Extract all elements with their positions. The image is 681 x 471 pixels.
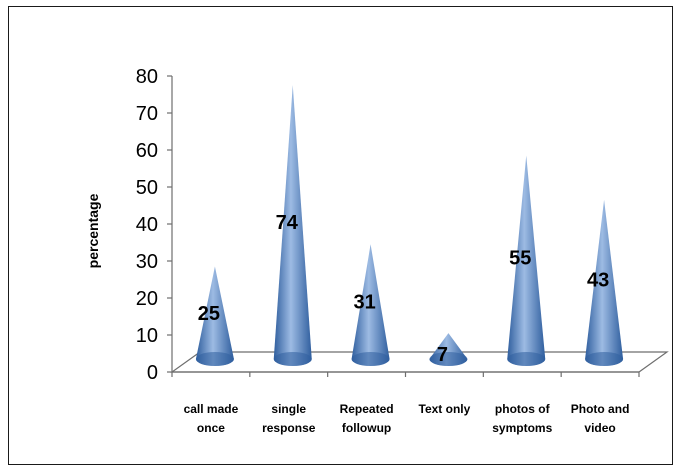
category-label: photos of symptoms (492, 402, 552, 435)
cone-base (351, 352, 390, 366)
y-tick-label: 0 (147, 362, 158, 384)
cone-base (195, 352, 234, 366)
data-label: 7 (437, 344, 448, 366)
data-label: 25 (198, 303, 220, 325)
cone-bar (351, 244, 390, 367)
data-label: 31 (353, 292, 375, 314)
chart-frame: 0 10 20 30 40 50 60 70 80 25 call made once 74 singl… (8, 6, 673, 465)
cone-body (585, 199, 624, 367)
category-label: Text only (419, 402, 471, 416)
cone-base (273, 352, 312, 366)
data-label: 74 (276, 212, 299, 234)
y-tick-label: 40 (136, 214, 158, 236)
category-label-line: Photo and (571, 402, 630, 416)
y-tick-label: 30 (136, 251, 158, 273)
category-label-line: Text only (419, 402, 471, 416)
cone-chart: 0 10 20 30 40 50 60 70 80 25 call made once 74 singl… (85, 66, 669, 435)
category-label: Repeated followup (340, 402, 394, 435)
category-label-line: symptoms (492, 421, 552, 435)
category-label-line: followup (342, 421, 391, 435)
category-label-line: response (262, 421, 316, 435)
cone-bar (585, 199, 624, 367)
cone-base (507, 352, 546, 366)
y-tick-label: 10 (136, 325, 158, 347)
y-tick-label: 80 (136, 66, 158, 88)
category-label: Photo and video (571, 402, 630, 435)
cone-bar (195, 266, 234, 367)
cone-bar (429, 333, 468, 367)
data-label: 43 (587, 269, 609, 291)
category-label: call made once (184, 402, 239, 435)
category-label-line: photos of (495, 402, 551, 416)
data-label: 55 (509, 247, 531, 269)
category-label-line: call made (184, 402, 239, 416)
cone-body (195, 266, 234, 367)
category-label: single response (262, 402, 316, 435)
category-label-line: once (197, 421, 225, 435)
cone-base (429, 352, 468, 366)
category-label-line: video (584, 421, 615, 435)
category-label-line: single (271, 402, 306, 416)
y-tick-label: 70 (136, 103, 158, 125)
y-tick-label: 20 (136, 288, 158, 310)
cone-base (585, 352, 624, 366)
cone-bar (273, 85, 312, 367)
category-label-line: Repeated (340, 402, 394, 416)
y-tick-label: 60 (136, 140, 158, 162)
y-tick-label: 50 (136, 177, 158, 199)
cone-bar (507, 155, 546, 367)
cone-body (273, 85, 312, 367)
y-axis-label: percentage (85, 193, 101, 268)
cone-body (507, 155, 546, 367)
cone-body (351, 244, 390, 367)
